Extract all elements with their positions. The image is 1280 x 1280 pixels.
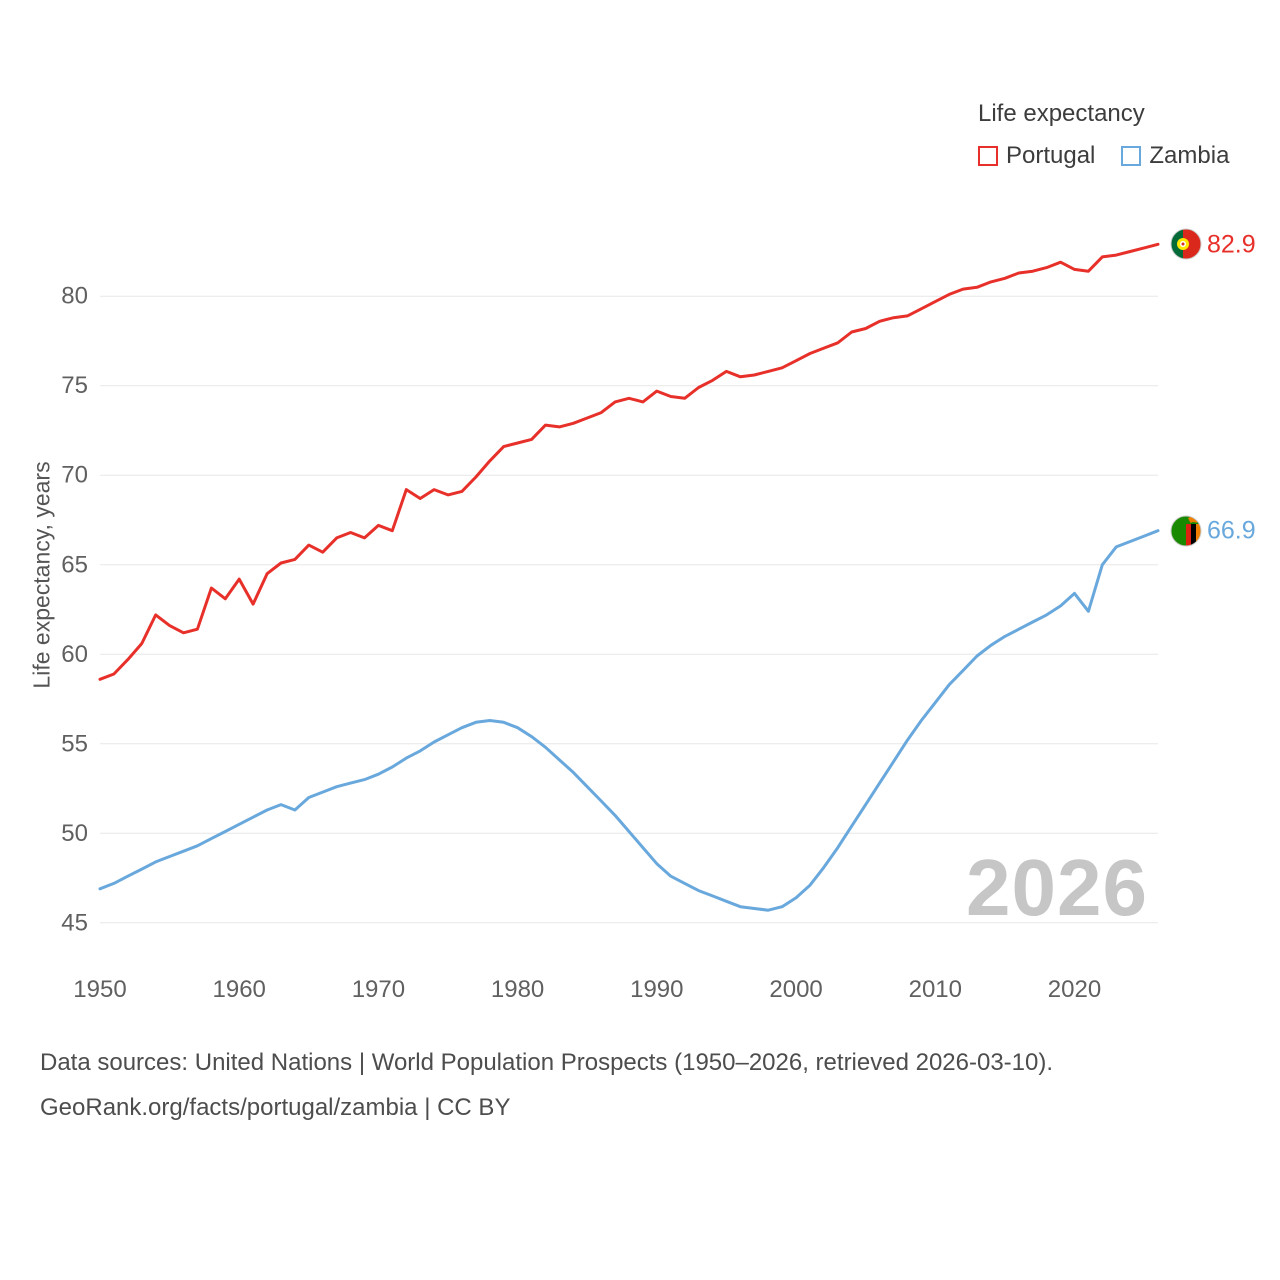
zambia-flag-icon (1170, 515, 1202, 547)
portugal-flag-icon (1170, 228, 1202, 260)
footer-sources: Data sources: United Nations | World Pop… (40, 1049, 1054, 1076)
legend: Life expectancy Portugal Zambia (978, 100, 1229, 170)
x-tick-label: 1990 (630, 976, 683, 1003)
x-tick-label: 2020 (1048, 976, 1101, 1003)
y-tick-label: 50 (61, 820, 88, 847)
y-tick-label: 55 (61, 730, 88, 757)
legend-label-zambia: Zambia (1149, 142, 1230, 169)
series-line-zambia (98, 529, 1160, 912)
series-line-portugal (98, 242, 1160, 681)
y-tick-label: 70 (61, 462, 88, 489)
watermark-year: 2026 (966, 843, 1148, 932)
legend-title: Life expectancy (978, 100, 1145, 127)
x-axis-ticks: 1950 1960 1970 1980 1990 2000 2010 2020 (73, 976, 1101, 1003)
x-tick-label: 2000 (769, 976, 822, 1003)
legend-item-zambia: Zambia (1121, 142, 1229, 170)
y-tick-label: 45 (61, 909, 88, 936)
x-tick-label: 1960 (213, 976, 266, 1003)
x-tick-label: 1950 (73, 976, 126, 1003)
y-tick-label: 65 (61, 551, 88, 578)
y-tick-label: 80 (61, 283, 88, 310)
y-tick-label: 60 (61, 641, 88, 668)
zambia-end-value: 66.9 (1207, 516, 1256, 545)
gridlines (100, 295, 1158, 924)
legend-label-portugal: Portugal (1006, 142, 1096, 169)
y-axis-ticks: 45 50 55 60 65 70 75 80 (61, 283, 88, 937)
y-tick-label: 75 (61, 372, 88, 399)
x-tick-label: 1970 (352, 976, 405, 1003)
legend-items: Portugal Zambia (978, 142, 1229, 170)
footer-link: GeoRank.org/facts/portugal/zambia | CC B… (40, 1094, 511, 1121)
zambia-swatch-icon (1121, 146, 1142, 166)
portugal-end-value: 82.9 (1207, 230, 1256, 259)
footer: Data sources: United Nations | World Pop… (40, 1040, 1053, 1130)
series-lines (98, 242, 1160, 912)
y-axis-title: Life expectancy, years (28, 461, 55, 689)
x-tick-label: 1980 (491, 976, 544, 1003)
x-tick-label: 2010 (909, 976, 962, 1003)
portugal-swatch-icon (978, 146, 998, 166)
legend-item-portugal: Portugal (978, 142, 1095, 170)
